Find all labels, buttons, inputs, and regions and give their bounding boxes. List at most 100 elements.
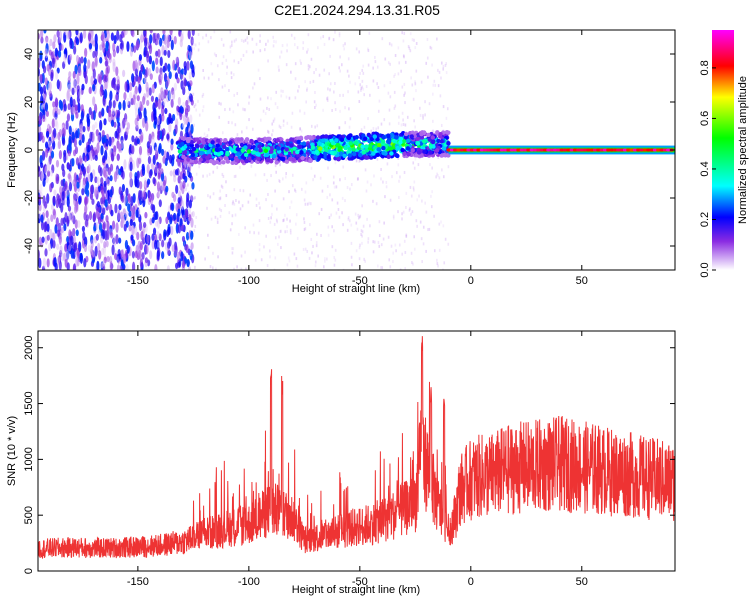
heatmap-cell <box>229 30 232 34</box>
heatmap-cell <box>266 178 268 182</box>
heatmap-cell <box>265 234 267 238</box>
heatmap-cell <box>212 192 215 196</box>
heatmap-cell <box>144 211 148 219</box>
heatmap-cell <box>42 114 46 123</box>
heatmap-cell <box>216 220 219 224</box>
heatmap-cell <box>419 220 422 224</box>
heatmap-cell <box>190 79 192 83</box>
heatmap-cell <box>89 131 93 142</box>
heatmap-cell <box>398 115 400 119</box>
heatmap-cell <box>46 234 50 241</box>
heatmap-cell <box>359 243 361 247</box>
heatmap-cell <box>430 46 433 50</box>
heatmap-cell <box>163 89 167 99</box>
heatmap-cell <box>179 181 183 191</box>
heatmap-cell <box>405 205 407 209</box>
heatmap-cell <box>76 181 80 189</box>
heatmap-cell <box>276 207 278 211</box>
heatmap-cell <box>39 73 43 82</box>
heatmap-cell <box>235 152 241 157</box>
heatmap-cell <box>84 74 88 85</box>
heatmap-cell <box>326 98 329 102</box>
heatmap-cell <box>294 96 297 100</box>
bottom-panel-frame <box>37 330 676 572</box>
heatmap-cell <box>274 189 276 193</box>
heatmap-cell <box>364 148 370 153</box>
heatmap-cell <box>204 257 206 261</box>
heatmap-cell <box>258 248 261 252</box>
heatmap-cell <box>161 251 165 260</box>
heatmap-cell <box>425 210 428 214</box>
heatmap-cell <box>277 242 279 246</box>
heatmap-cell <box>296 236 299 240</box>
heatmap-cell <box>63 31 67 43</box>
heatmap-cell <box>42 84 47 94</box>
heatmap-cell <box>393 74 395 78</box>
heatmap-cell <box>342 153 347 159</box>
heatmap-cell <box>184 228 187 232</box>
heatmap-cell <box>188 98 190 102</box>
heatmap-cell <box>79 32 83 44</box>
bottom-x-tick-label: -150 <box>127 576 149 588</box>
heatmap-cell <box>38 115 42 125</box>
heatmap-cell <box>366 180 369 184</box>
heatmap-cell <box>124 118 128 126</box>
heatmap-cell <box>328 132 331 136</box>
heatmap-cell <box>243 145 248 150</box>
heatmap-cell <box>194 224 197 228</box>
heatmap-cell <box>417 163 420 167</box>
heatmap-cell <box>214 147 220 152</box>
heatmap-cell <box>380 266 382 270</box>
heatmap-cell <box>334 138 339 143</box>
heatmap-cell <box>536 148 541 152</box>
heatmap-cell <box>202 92 205 96</box>
heatmap-cell <box>113 171 118 183</box>
heatmap-cell <box>104 190 109 202</box>
heatmap-cell <box>280 94 283 98</box>
heatmap-cell <box>342 165 345 169</box>
heatmap-cell <box>160 168 164 175</box>
heatmap-cell <box>195 215 198 219</box>
heatmap-cell <box>397 210 399 214</box>
heatmap-cell <box>317 46 319 50</box>
heatmap-cell <box>251 150 256 155</box>
heatmap-cell <box>361 79 364 83</box>
heatmap-cell <box>110 79 115 89</box>
heatmap-cell <box>412 262 414 266</box>
heatmap-cell <box>440 76 442 80</box>
heatmap-cell <box>265 198 267 202</box>
heatmap-cell <box>38 212 42 219</box>
heatmap-cell <box>110 209 114 217</box>
heatmap-cell <box>426 38 429 42</box>
heatmap-cell <box>187 265 192 270</box>
heatmap-cell <box>239 165 241 169</box>
heatmap-cell <box>232 247 235 251</box>
bottom-x-tick-label: -100 <box>238 576 260 588</box>
heatmap-cell <box>167 49 171 59</box>
heatmap-cell <box>81 83 85 91</box>
heatmap-cell <box>166 247 171 256</box>
heatmap-cell <box>126 245 130 254</box>
heatmap-cell <box>276 106 279 110</box>
heatmap-cell <box>44 248 48 257</box>
heatmap-cell <box>288 190 290 194</box>
heatmap-cell <box>389 151 394 156</box>
heatmap-cell <box>136 95 140 102</box>
heatmap-cell <box>271 212 273 216</box>
heatmap-cell <box>143 30 147 37</box>
heatmap-cell <box>212 170 215 174</box>
heatmap-cell <box>138 220 143 232</box>
heatmap-cell <box>376 147 381 152</box>
heatmap-cell <box>416 224 418 228</box>
heatmap-cell <box>272 129 274 133</box>
heatmap-cell <box>244 250 246 254</box>
heatmap-cell <box>526 148 531 152</box>
heatmap-cell <box>182 85 185 89</box>
heatmap-cell <box>412 97 415 101</box>
heatmap-cell <box>381 37 384 41</box>
heatmap-cell <box>51 57 55 69</box>
heatmap-cell <box>245 267 247 270</box>
heatmap-cell <box>87 244 92 252</box>
heatmap-cell <box>309 65 311 69</box>
heatmap-cell <box>433 249 436 253</box>
